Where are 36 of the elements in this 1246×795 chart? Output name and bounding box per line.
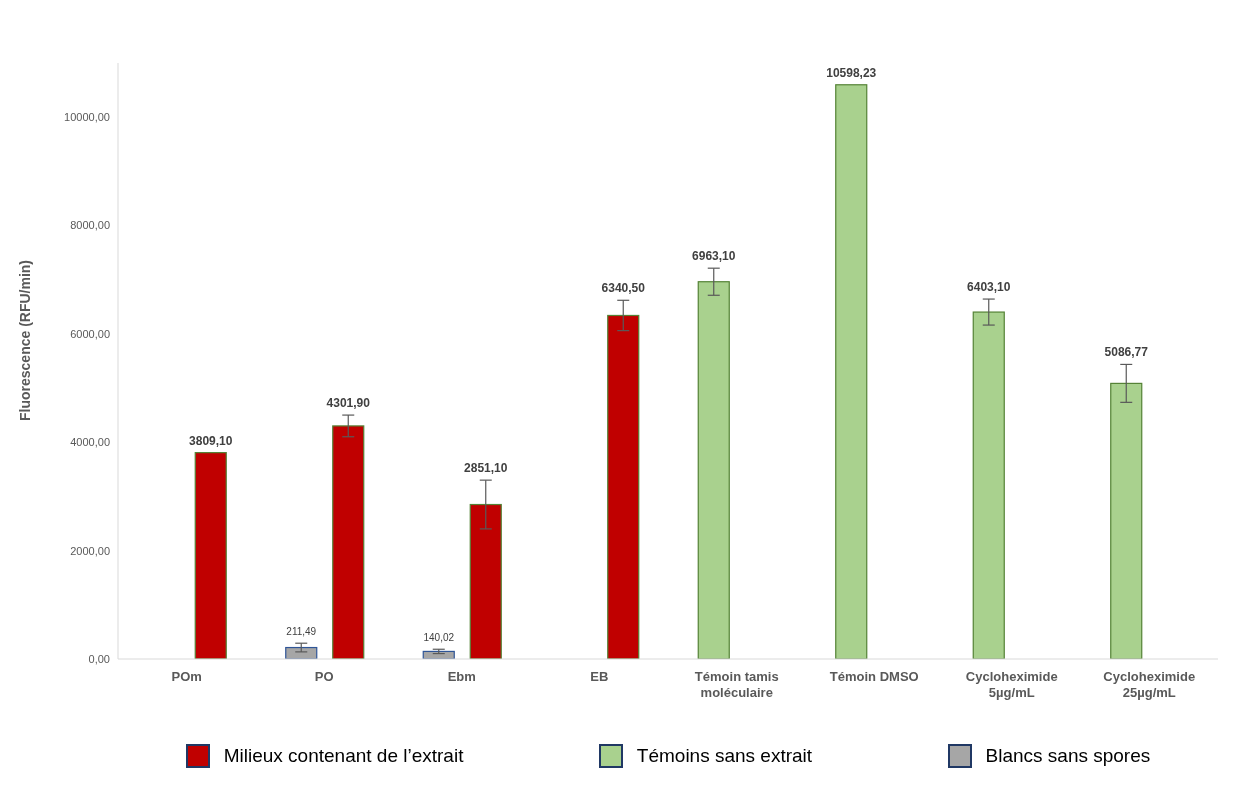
- data-label: 2851,10: [464, 461, 508, 476]
- data-label: 6963,10: [692, 249, 736, 264]
- bar: [697, 281, 730, 659]
- bar: [332, 425, 365, 659]
- bar: [835, 84, 868, 659]
- x-tick-label: EB: [590, 669, 609, 684]
- data-label: 140,02: [423, 632, 455, 644]
- x-tick-label: Cycloheximide 5µg/mL: [965, 669, 1058, 700]
- bar: [1110, 382, 1143, 659]
- y-tick-label: 0,00: [88, 652, 110, 665]
- legend-label: Milieux contenant de l’extrait: [223, 745, 464, 767]
- x-tick-label: POm: [171, 669, 202, 684]
- data-label: 5086,77: [1104, 345, 1149, 360]
- x-tick-label: Témoin tamis moléculaire: [694, 669, 779, 700]
- legend-label: Blancs sans spores: [985, 745, 1151, 767]
- data-label: 10598,23: [826, 65, 877, 80]
- x-tick-label: Ebm: [447, 669, 476, 684]
- data-label: 4301,90: [326, 396, 371, 411]
- bar: [607, 314, 640, 659]
- y-tick-label: 2000,00: [70, 544, 110, 557]
- y-tick-label: 10000,00: [64, 111, 110, 124]
- bar: [469, 503, 502, 659]
- x-tick-label: PO: [314, 669, 334, 684]
- y-tick-label: 6000,00: [70, 327, 110, 340]
- x-tick-label: Cycloheximide 25µg/mL: [1103, 669, 1196, 700]
- data-label: 211,49: [286, 626, 317, 638]
- y-tick-label: 4000,00: [70, 436, 110, 449]
- bar: [972, 311, 1005, 659]
- legend-label: Témoins sans extrait: [636, 745, 813, 767]
- x-tick-label: Témoin DMSO: [829, 669, 919, 684]
- data-label: 3809,10: [189, 433, 233, 448]
- data-label: 6403,10: [967, 280, 1011, 295]
- bar: [194, 452, 227, 659]
- data-label: 6340,50: [601, 281, 646, 296]
- y-tick-label: 8000,00: [70, 219, 110, 232]
- y-axis-title: Fluorescence (RFU/min): [16, 259, 33, 421]
